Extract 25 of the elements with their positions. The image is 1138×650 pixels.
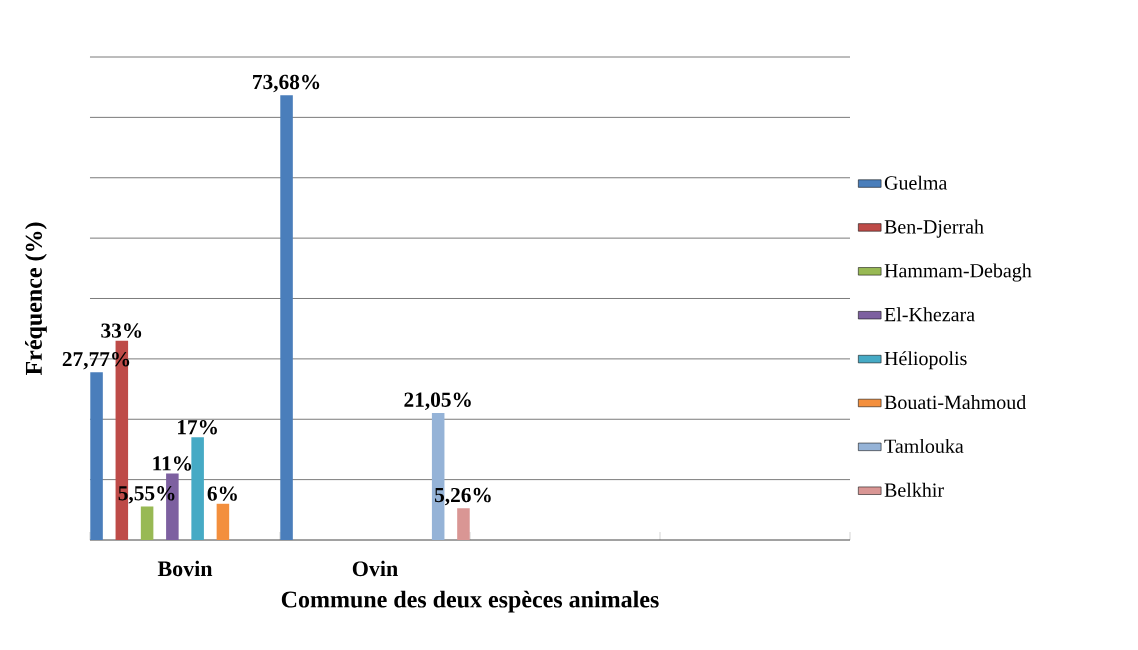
legend-label: Belkhir: [884, 482, 944, 497]
data-label: 21,05%: [404, 392, 471, 410]
legend-label: Guelma: [884, 175, 948, 190]
bar: [191, 437, 204, 540]
data-label: 73,68%: [253, 74, 320, 93]
legend-label: Héliopolis: [884, 351, 967, 370]
bar: [90, 372, 103, 540]
bar: [457, 508, 470, 540]
data-label: 33%: [101, 323, 142, 338]
x-tick-label: Ovin: [352, 560, 398, 577]
data-label: 17%: [178, 419, 217, 435]
bar: [280, 95, 293, 540]
bar: [140, 506, 154, 540]
legend-label: Ben-Djerrah: [884, 219, 984, 238]
legend-label: El-Khezara: [884, 307, 975, 322]
x-axis-title: Commune des deux espèces animales: [281, 590, 659, 613]
legend-label: Hammam-Debagh: [884, 263, 1032, 282]
legend-label: Tamlouka: [884, 438, 964, 453]
x-tick-label: Bovin: [157, 560, 213, 577]
data-label: 5,26%: [434, 487, 491, 506]
data-label: 6%: [207, 486, 237, 501]
data-label: 11%: [153, 456, 192, 471]
bar: [216, 503, 230, 540]
y-axis-title: Fréquence (%): [25, 222, 47, 376]
legend-label: Bouati-Mahmoud: [884, 395, 1026, 410]
